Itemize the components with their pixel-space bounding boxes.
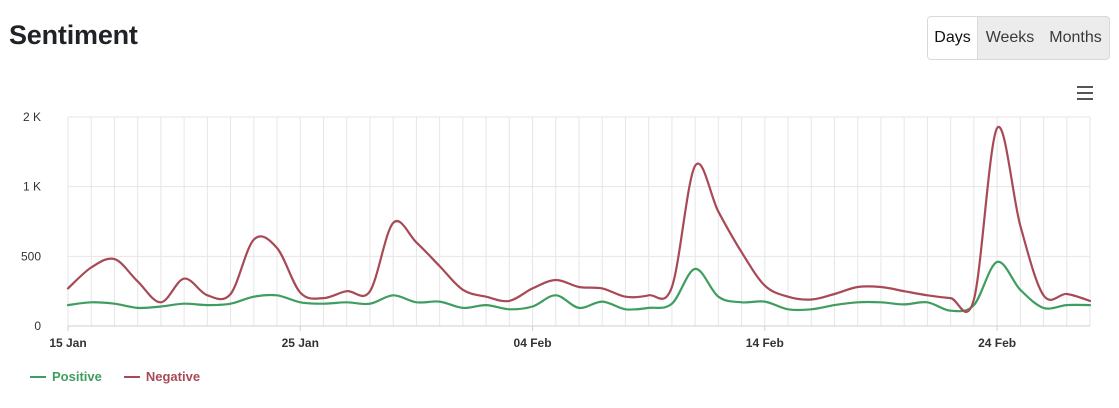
x-tick-label: 24 Feb — [978, 336, 1016, 350]
y-tick-label: 500 — [21, 249, 41, 263]
legend-swatch-negative — [123, 375, 140, 378]
menu-bar — [1077, 98, 1093, 100]
x-tick-label: 25 Jan — [282, 336, 319, 350]
page-title: Sentiment — [9, 20, 138, 50]
legend-swatch-positive — [30, 375, 46, 378]
series-line-negative — [66, 125, 1092, 314]
time-range-toggle: Days Weeks Months — [927, 16, 1110, 60]
menu-bar — [1077, 86, 1093, 88]
legend-item-positive[interactable]: Positive — [30, 369, 102, 384]
y-tick-label: 1 K — [23, 180, 41, 194]
y-tick-label: 2 K — [23, 110, 41, 124]
range-days-button[interactable]: Days — [928, 17, 978, 59]
y-tick-label: 0 — [34, 319, 41, 333]
range-weeks-button[interactable]: Weeks — [985, 29, 1035, 46]
x-tick-label: 14 Feb — [746, 336, 784, 350]
sentiment-line-chart: 0 500 1 K 2 K 15 Jan 25 Jan 04 Feb 14 Feb 24 Feb — [21, 110, 1092, 350]
hamburger-menu-icon[interactable] — [1076, 86, 1096, 102]
range-months-button[interactable]: Months — [1049, 29, 1102, 46]
legend-label-negative: Negative — [145, 369, 201, 384]
menu-bar — [1077, 92, 1093, 94]
legend-label-positive: Positive — [52, 369, 102, 384]
x-tick-label: 04 Feb — [514, 336, 552, 350]
chart-legend: Positive Negative — [30, 369, 222, 384]
legend-item-negative[interactable]: Negative — [123, 369, 201, 384]
series-line-positive — [66, 260, 1092, 313]
x-tick-label: 15 Jan — [49, 336, 86, 350]
